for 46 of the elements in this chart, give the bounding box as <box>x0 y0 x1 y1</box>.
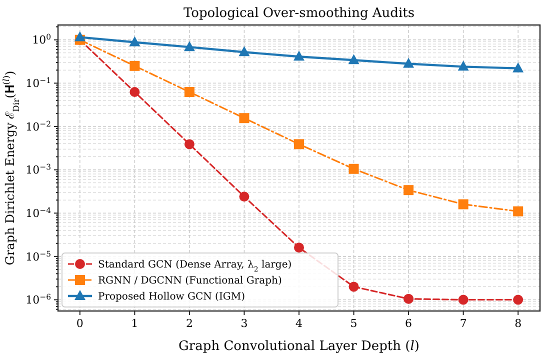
x-tick-label: 7 <box>460 317 467 330</box>
x-tick-label: 0 <box>76 317 84 330</box>
point <box>74 31 86 42</box>
y-tick-label: 10$^{−5}$ <box>26 248 52 264</box>
chart-title: Topological Over-smoothing Audits <box>183 6 415 21</box>
point <box>513 294 524 305</box>
point <box>458 199 468 210</box>
y-tick-label: 10$^{0}$ <box>32 32 52 47</box>
x-tick-label: 2 <box>186 317 193 330</box>
y-tick-label: 10$^{−6}$ <box>26 292 52 307</box>
x-tick-label: 6 <box>405 317 412 330</box>
x-tick-label: 3 <box>240 317 248 330</box>
point <box>403 58 414 68</box>
point <box>184 41 195 52</box>
point <box>130 86 140 97</box>
point <box>348 164 359 174</box>
y-tick-label: 10$^{−4}$ <box>26 205 52 220</box>
point <box>512 62 524 72</box>
x-tick-label: 5 <box>350 317 358 330</box>
legend-label: Standard GCN (Dense Array, λ$_{2}$ large) <box>98 260 292 274</box>
y-tick-label: 10$^{−1}$ <box>26 76 51 90</box>
x-tick-label: 4 <box>296 317 302 330</box>
point <box>404 185 414 196</box>
y-tick-label: 10$^{−2}$ <box>26 118 52 134</box>
point <box>458 294 468 305</box>
point <box>294 139 304 150</box>
point <box>348 282 359 292</box>
legend-label: RGNN / DGCNN (Functional Graph) <box>98 276 282 286</box>
point <box>513 206 524 216</box>
x-tick-label: 8 <box>514 317 522 330</box>
point <box>458 60 469 71</box>
y-tick-label: 10$^{−3}$ <box>26 162 52 177</box>
point <box>294 242 304 253</box>
point <box>238 46 250 56</box>
legend-label: Proposed Hollow GCN (IGM) <box>98 292 246 302</box>
point <box>239 192 250 202</box>
point <box>130 60 140 71</box>
point <box>129 36 140 46</box>
point <box>239 113 250 124</box>
point <box>184 86 194 97</box>
point <box>184 139 194 150</box>
point <box>404 294 414 304</box>
point <box>348 54 360 64</box>
x-tick-label: 1 <box>131 317 138 330</box>
point <box>294 50 304 61</box>
x-axis-title: Graph Convolutional Layer Depth (𝑙) <box>178 339 420 354</box>
